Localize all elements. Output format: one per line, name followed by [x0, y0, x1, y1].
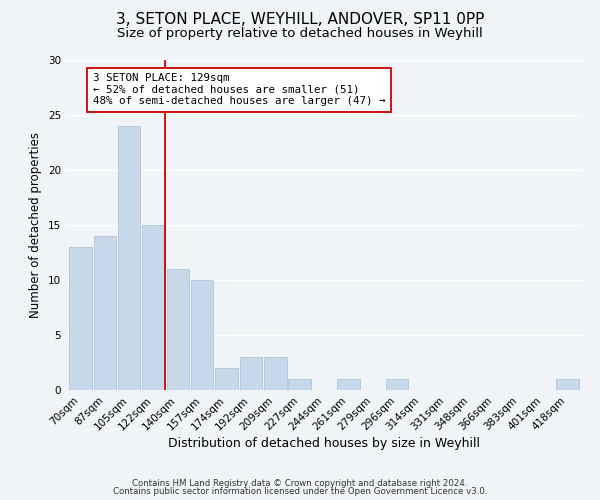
Bar [215, 368, 238, 390]
Y-axis label: Number of detached properties: Number of detached properties [29, 132, 43, 318]
Text: Contains HM Land Registry data © Crown copyright and database right 2024.: Contains HM Land Registry data © Crown c… [132, 478, 468, 488]
Bar [556, 379, 578, 390]
X-axis label: Distribution of detached houses by size in Weyhill: Distribution of detached houses by size … [168, 438, 480, 450]
Bar [240, 357, 262, 390]
Text: 3 SETON PLACE: 129sqm
← 52% of detached houses are smaller (51)
48% of semi-deta: 3 SETON PLACE: 129sqm ← 52% of detached … [93, 73, 385, 106]
Bar [191, 280, 214, 390]
Bar [70, 247, 92, 390]
Bar [337, 379, 359, 390]
Bar [94, 236, 116, 390]
Bar [264, 357, 287, 390]
Bar [386, 379, 408, 390]
Bar [142, 225, 165, 390]
Text: Contains public sector information licensed under the Open Government Licence v3: Contains public sector information licen… [113, 487, 487, 496]
Text: Size of property relative to detached houses in Weyhill: Size of property relative to detached ho… [117, 28, 483, 40]
Bar [167, 269, 189, 390]
Bar [289, 379, 311, 390]
Text: 3, SETON PLACE, WEYHILL, ANDOVER, SP11 0PP: 3, SETON PLACE, WEYHILL, ANDOVER, SP11 0… [116, 12, 484, 28]
Bar [118, 126, 140, 390]
